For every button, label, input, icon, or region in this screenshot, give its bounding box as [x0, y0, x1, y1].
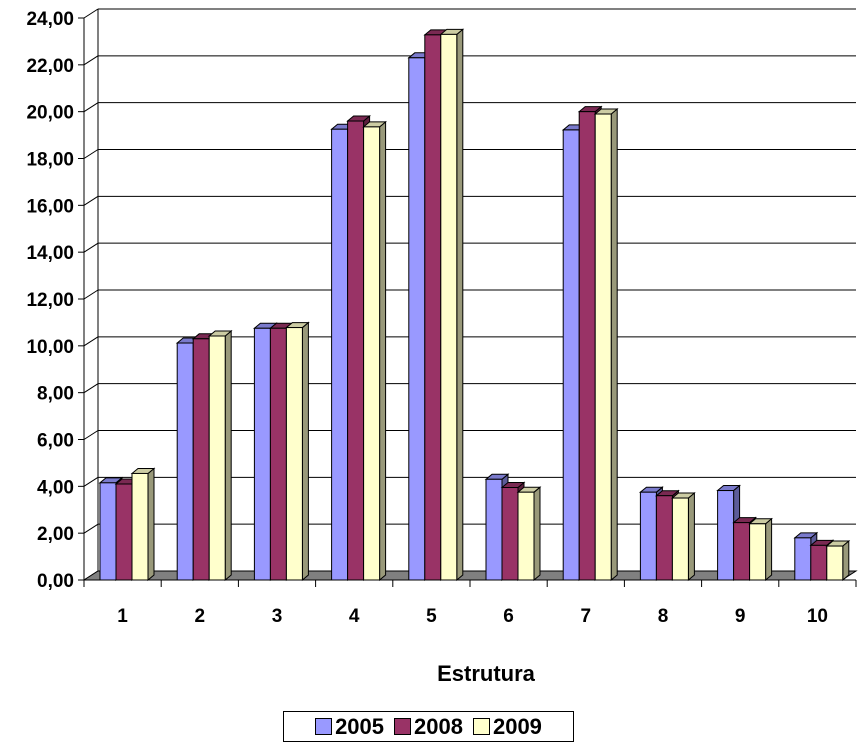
y-tick-label: 0,00 — [37, 571, 74, 592]
y-tick-label: 4,00 — [37, 477, 74, 498]
bar-side — [147, 467, 155, 582]
y-tick-label: 10,00 — [26, 337, 74, 358]
bar — [440, 33, 458, 581]
bar — [501, 487, 519, 581]
x-tick-label: 3 — [272, 606, 283, 627]
bar — [810, 544, 828, 581]
y-tick-label: 18,00 — [26, 150, 74, 171]
bar — [733, 522, 751, 581]
bar — [794, 537, 812, 581]
bar — [285, 327, 303, 581]
x-tick-label: 9 — [735, 606, 746, 627]
x-axis-title: Estrutura — [437, 661, 535, 686]
bar-side — [610, 107, 618, 582]
bar — [594, 113, 612, 581]
gridline-side — [83, 102, 99, 113]
bar-side — [224, 329, 232, 582]
legend-label-2005: 2005 — [335, 713, 385, 739]
x-tick-label: 10 — [807, 606, 828, 627]
legend: 2005 2008 2009 — [283, 711, 574, 742]
bar-side — [301, 321, 309, 582]
bar — [99, 482, 117, 581]
y-tick-label: 8,00 — [37, 384, 74, 405]
bar-side — [533, 486, 541, 582]
bar-side — [765, 517, 773, 582]
gridline-side — [83, 289, 99, 300]
x-tick-label: 1 — [117, 606, 128, 627]
gridline-side — [83, 430, 99, 440]
bar — [408, 57, 426, 581]
bar — [485, 478, 503, 581]
x-tick-labels: 1 2 3 4 5 6 7 8 9 10 — [117, 606, 828, 627]
bar — [749, 523, 767, 581]
gridline-side — [83, 242, 99, 253]
gridline-side — [83, 336, 99, 347]
gridline-side — [83, 195, 99, 206]
x-tick-label: 8 — [658, 606, 669, 627]
bar — [176, 342, 194, 581]
bar-side — [456, 28, 464, 582]
bar — [115, 483, 133, 581]
x-tick-label: 6 — [503, 606, 514, 627]
y-tick-label: 22,00 — [26, 56, 74, 77]
bar — [717, 490, 735, 581]
bar — [363, 126, 381, 581]
y-tick-label: 24,00 — [26, 9, 74, 30]
bar — [424, 34, 442, 581]
bar — [331, 128, 349, 581]
x-tick-label: 4 — [349, 606, 360, 627]
legend-swatch-2005 — [315, 718, 333, 735]
bar — [131, 472, 149, 581]
bar — [269, 327, 287, 581]
x-tick-label: 7 — [581, 606, 592, 627]
x-tick-label: 2 — [195, 606, 206, 627]
gridline-side — [83, 383, 99, 394]
legend-item-2008: 2008 — [394, 714, 463, 740]
bar — [208, 335, 226, 581]
legend-swatch-2009 — [472, 718, 490, 735]
legend-swatch-2008 — [394, 718, 412, 735]
legend-item-2005: 2005 — [315, 714, 384, 740]
y-tick-label: 12,00 — [26, 290, 74, 311]
gridline-side — [83, 149, 99, 159]
bar — [517, 491, 535, 581]
y-tick-label: 6,00 — [37, 431, 74, 452]
gridline-side — [83, 523, 99, 534]
bar — [253, 327, 271, 581]
y-tick-label: 16,00 — [26, 196, 74, 217]
bar — [671, 497, 689, 581]
bar-side — [379, 120, 387, 582]
y-tick-label: 14,00 — [26, 243, 74, 264]
bar — [826, 545, 844, 581]
legend-item-2009: 2009 — [472, 713, 542, 740]
y-tick-label: 2,00 — [37, 524, 74, 545]
bar-side — [842, 539, 850, 582]
gridline-side — [83, 476, 99, 487]
y-tick-labels: 0,00 2,00 4,00 6,00 8,00 10,00 12,00 14,00 16,00… — [26, 9, 74, 592]
x-tick-label: 5 — [426, 606, 437, 627]
axes — [78, 17, 857, 587]
gridline-side — [83, 55, 99, 66]
bar — [562, 129, 580, 581]
bars — [98, 28, 851, 582]
bar — [347, 120, 365, 581]
legend-label-2009: 2009 — [492, 713, 542, 739]
gridline-side — [83, 8, 99, 19]
legend-label-2008: 2008 — [414, 713, 463, 739]
bar — [639, 491, 657, 581]
bar — [192, 338, 210, 581]
bar-side — [687, 491, 695, 582]
bar — [655, 495, 673, 581]
y-tick-label: 20,00 — [26, 103, 74, 124]
bar — [578, 111, 596, 581]
